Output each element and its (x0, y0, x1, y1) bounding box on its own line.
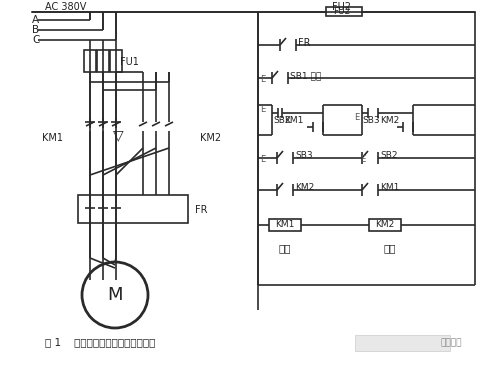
Text: KM1: KM1 (284, 116, 303, 126)
Text: KM1: KM1 (379, 183, 398, 193)
Text: 图 1    异步电动机正反转控制电路图: 图 1 异步电动机正反转控制电路图 (45, 337, 155, 347)
Text: FR: FR (195, 205, 207, 215)
Bar (78, 195, 188, 223)
Text: KM1: KM1 (42, 133, 63, 143)
Text: 正转: 正转 (278, 243, 291, 253)
Text: C: C (32, 35, 39, 45)
Text: FU2: FU2 (333, 7, 350, 15)
Text: FU1: FU1 (120, 57, 138, 67)
Bar (84, 50, 96, 72)
Text: FR: FR (297, 38, 310, 48)
Bar (269, 219, 301, 231)
Text: AC 380V: AC 380V (45, 2, 86, 12)
Text: KM2: KM2 (379, 116, 398, 126)
Text: FU2: FU2 (332, 2, 351, 12)
Text: A: A (32, 15, 39, 25)
Text: E: E (359, 156, 364, 164)
Bar (368, 219, 400, 231)
Text: SB2: SB2 (379, 152, 397, 161)
Text: SB2: SB2 (272, 116, 290, 126)
Text: B: B (32, 25, 39, 35)
Circle shape (82, 262, 148, 328)
Text: KM2: KM2 (375, 220, 394, 229)
Bar (354, 335, 449, 351)
Text: E: E (353, 113, 359, 123)
Bar (325, 7, 361, 16)
Text: SB1 停车: SB1 停车 (289, 71, 320, 81)
Text: ▽: ▽ (112, 128, 123, 142)
Text: KM2: KM2 (294, 183, 314, 193)
Text: M: M (107, 286, 122, 304)
Text: 工控教练: 工控教练 (439, 339, 461, 347)
Bar (97, 50, 109, 72)
Text: KM1: KM1 (275, 220, 294, 229)
Text: SB3: SB3 (361, 116, 379, 126)
Text: 反转: 反转 (383, 243, 395, 253)
Text: SB3: SB3 (294, 152, 312, 161)
Text: E: E (259, 75, 265, 85)
Text: E: E (259, 105, 265, 115)
Text: KM2: KM2 (199, 133, 221, 143)
Text: E: E (259, 156, 265, 164)
Bar (110, 50, 122, 72)
